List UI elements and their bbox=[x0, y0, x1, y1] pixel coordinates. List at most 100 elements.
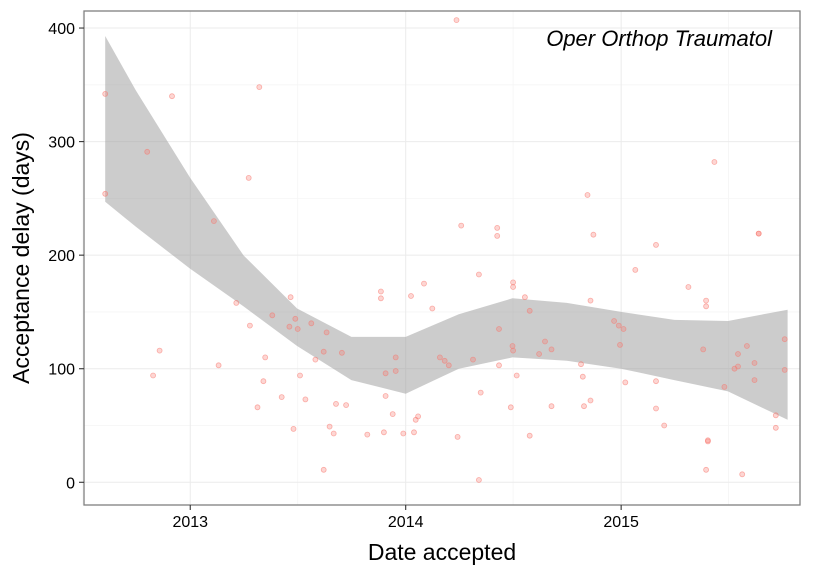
data-point bbox=[581, 403, 587, 410]
data-point bbox=[772, 424, 779, 431]
data-point bbox=[781, 336, 788, 343]
data-point bbox=[526, 432, 533, 439]
gridlines bbox=[81, 11, 800, 505]
data-point bbox=[290, 425, 297, 432]
data-point bbox=[496, 326, 502, 332]
data-point bbox=[343, 402, 350, 409]
data-point bbox=[536, 351, 542, 357]
data-point bbox=[772, 412, 779, 419]
data-point bbox=[705, 438, 711, 445]
data-point bbox=[494, 232, 501, 239]
data-point bbox=[278, 394, 285, 401]
y-tick-label: 100 bbox=[48, 362, 75, 379]
data-point bbox=[377, 295, 384, 302]
data-point bbox=[711, 159, 718, 165]
data-point bbox=[611, 318, 617, 324]
data-point bbox=[755, 230, 762, 237]
data-point bbox=[330, 430, 337, 437]
data-point bbox=[477, 389, 484, 396]
plot-panel-border bbox=[83, 10, 801, 506]
data-point bbox=[338, 349, 345, 356]
data-point bbox=[408, 293, 414, 299]
data-point bbox=[548, 403, 555, 410]
data-point bbox=[323, 329, 330, 336]
data-point bbox=[256, 84, 263, 90]
data-point bbox=[703, 297, 709, 304]
data-point bbox=[751, 360, 758, 366]
data-point bbox=[510, 284, 516, 290]
data-point bbox=[286, 323, 293, 330]
data-point bbox=[510, 347, 516, 354]
data-point bbox=[751, 377, 758, 384]
x-tick-label: 2013 bbox=[172, 514, 208, 531]
data-point bbox=[411, 429, 417, 436]
data-point bbox=[302, 396, 309, 403]
data-point bbox=[292, 315, 299, 322]
data-point bbox=[620, 326, 627, 332]
data-point bbox=[507, 404, 514, 411]
data-point bbox=[436, 354, 443, 361]
data-point bbox=[445, 362, 452, 369]
data-point bbox=[579, 373, 586, 380]
data-point bbox=[260, 378, 267, 385]
data-point bbox=[470, 356, 476, 363]
data-point bbox=[735, 351, 741, 357]
data-point bbox=[513, 372, 520, 379]
data-point bbox=[400, 430, 407, 437]
data-point bbox=[312, 356, 319, 363]
data-point bbox=[475, 477, 482, 483]
data-point bbox=[496, 362, 502, 369]
data-point bbox=[389, 411, 396, 418]
data-point bbox=[744, 343, 750, 349]
data-point bbox=[169, 93, 175, 100]
data-point bbox=[578, 361, 584, 368]
data-point bbox=[661, 422, 668, 429]
data-point bbox=[144, 148, 151, 155]
x-tick-label: 2014 bbox=[388, 514, 424, 531]
data-point bbox=[494, 224, 501, 231]
data-point bbox=[453, 17, 460, 24]
data-point bbox=[454, 433, 461, 440]
data-point bbox=[721, 383, 728, 390]
data-point bbox=[246, 322, 253, 329]
y-tick-label: 300 bbox=[48, 135, 75, 152]
data-point bbox=[102, 91, 109, 97]
data-point bbox=[617, 341, 623, 348]
data-point bbox=[233, 299, 240, 306]
y-axis-ticks: 0 100 200 300 400 bbox=[48, 21, 84, 492]
data-point bbox=[522, 294, 528, 301]
data-point bbox=[542, 338, 548, 345]
data-point bbox=[703, 303, 709, 310]
data-point bbox=[262, 354, 269, 361]
data-point bbox=[294, 326, 301, 332]
data-point bbox=[333, 400, 339, 407]
data-points-layer bbox=[102, 17, 788, 483]
data-point bbox=[653, 241, 659, 248]
data-point bbox=[685, 284, 692, 290]
data-point bbox=[421, 280, 427, 287]
data-point bbox=[308, 320, 315, 327]
data-point bbox=[653, 405, 659, 412]
x-axis-title: Date accepted bbox=[368, 539, 516, 565]
data-point bbox=[269, 312, 276, 319]
chart-annotation: Oper Orthop Traumatol bbox=[546, 26, 773, 51]
data-point bbox=[615, 322, 622, 329]
data-point bbox=[415, 413, 422, 420]
data-point bbox=[320, 466, 327, 473]
data-point bbox=[382, 393, 389, 399]
data-point bbox=[150, 372, 157, 379]
data-point bbox=[622, 379, 629, 386]
data-point bbox=[441, 357, 448, 364]
data-point bbox=[297, 372, 303, 379]
data-point bbox=[526, 307, 533, 314]
data-point bbox=[215, 362, 222, 369]
data-point bbox=[210, 218, 217, 225]
data-point bbox=[587, 397, 594, 404]
data-point bbox=[245, 174, 252, 181]
data-point bbox=[739, 471, 746, 478]
data-point bbox=[287, 294, 294, 301]
y-tick-label: 200 bbox=[48, 248, 75, 265]
data-point bbox=[392, 368, 399, 374]
data-point bbox=[781, 366, 788, 373]
